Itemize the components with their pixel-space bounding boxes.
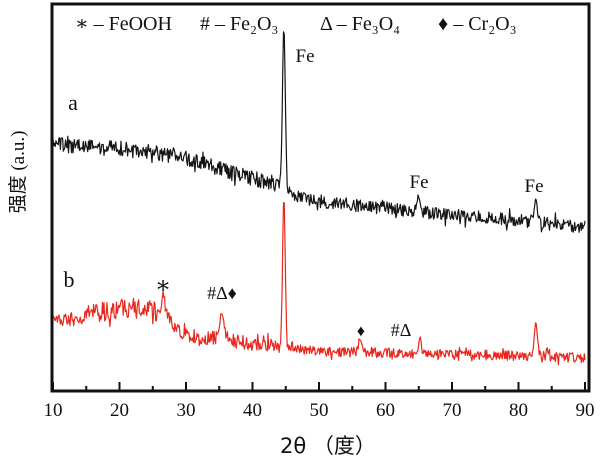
annotation-star-5: ∗	[155, 273, 171, 299]
tick-label-30: 30	[177, 400, 196, 421]
legend-item-FeOOH: ∗ – FeOOH	[75, 13, 172, 35]
x-axis-title: 2θ （度）	[280, 434, 376, 458]
y-axis-title: 强度 (a.u.)	[7, 131, 29, 214]
tick-label-20: 20	[110, 400, 129, 421]
tick-label-60: 60	[376, 400, 395, 421]
tick-label-90: 90	[576, 400, 595, 421]
tick-label-70: 70	[443, 400, 462, 421]
annotation-♦-7: ♦	[357, 323, 365, 340]
annotation-Fe-2: Fe	[296, 46, 315, 67]
xrd-curve-b	[52, 201, 586, 366]
legend-item-Cr2O3: ♦ – Cr₂O₃	[438, 13, 517, 35]
curves-group	[52, 31, 586, 366]
plot-frame	[50, 2, 591, 393]
annotation-b-1: b	[64, 267, 75, 292]
x-axis-ticks	[52, 382, 586, 391]
annotation-a-0: a	[68, 90, 78, 115]
annotation-#Δ-8: #Δ	[391, 320, 412, 340]
tick-label-50: 50	[310, 400, 329, 421]
tick-label-10: 10	[44, 400, 63, 421]
x-axis-tick-labels: 10 20 30 40 50 60 70 80 90	[44, 400, 595, 421]
xrd-curve-a	[52, 31, 586, 233]
legend-item-Fe3O4: Δ – Fe₃O₄	[320, 13, 400, 35]
tick-label-40: 40	[243, 400, 262, 421]
annotation-#Δ♦-6: #Δ♦	[207, 283, 237, 303]
phase-legend: ∗ – FeOOH # – Fe₂O₃ Δ – Fe₃O₄ ♦ – Cr₂O₃	[75, 13, 517, 35]
tick-label-80: 80	[509, 400, 528, 421]
annotation-Fe-4: Fe	[525, 176, 544, 197]
peak-annotations: a b Fe Fe Fe ∗ #Δ♦ ♦ #Δ	[64, 46, 544, 340]
legend-item-Fe2O3: # – Fe₂O₃	[200, 13, 278, 35]
annotation-Fe-3: Fe	[410, 172, 429, 193]
